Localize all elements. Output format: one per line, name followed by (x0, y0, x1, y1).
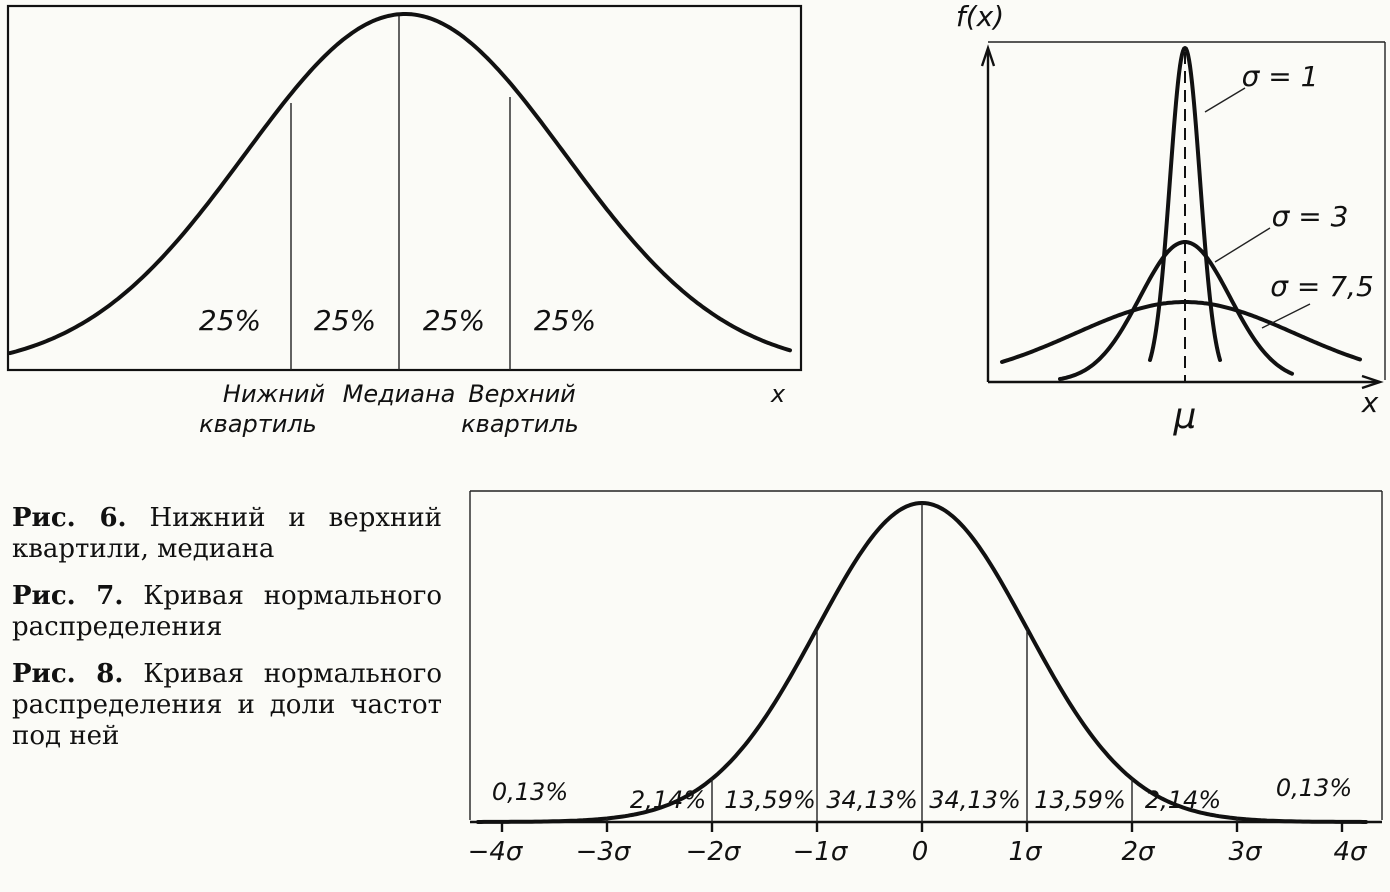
figure-captions: Рис. 6. Нижний и верхний квартили, медиа… (12, 503, 442, 768)
fig8-sigma-shares: 0,13% 2,14% 13,59% 34,13% 34,13% 13,59% … (468, 490, 1383, 867)
fig6-upper-quartile-label-1: Верхний (468, 380, 576, 408)
fig7-sigma-1-label: σ = 1 (1242, 60, 1319, 93)
fig8-tick-label-m4: −4σ (468, 837, 524, 867)
fig8-tick-label-m3: −3σ (576, 837, 632, 867)
fig8-tick-label-p4: 4σ (1333, 837, 1368, 867)
fig8-tick-label-p3: 3σ (1228, 837, 1263, 867)
fig7-x-label: x (1361, 386, 1379, 419)
fig8-sigma-dividers (606, 503, 1238, 822)
fig6-normal-curve (8, 12, 792, 356)
fig8-tick-label-m2: −2σ (686, 837, 742, 867)
fig7-y-label: f(x) (956, 0, 1004, 33)
fig6-frame (6, 4, 803, 372)
caption-fig7-number: Рис. 7. (12, 581, 124, 611)
caption-fig6-number: Рис. 6. (12, 503, 127, 533)
fig6-median-label: Медиана (343, 380, 456, 408)
fig7-leader-sigma-1 (1204, 87, 1246, 113)
fig8-tick-marks (500, 822, 1344, 832)
caption-fig7-text: Кривая нормального распределения (12, 581, 443, 642)
fig7-leader-sigma-7-5 (1261, 303, 1311, 329)
fig8-tick-label-p1: 1σ (1008, 837, 1043, 867)
fig6-x-label: x (770, 380, 786, 408)
caption-fig6-text: Нижний и верхний квартили, медиана (12, 503, 442, 564)
fig6-percent-1: 25% (199, 304, 261, 337)
fig8-share-3: 13,59% (724, 786, 816, 814)
fig7-sigma-curves: f(x) x μ σ = 1 σ = 3 σ = 7,5 (956, 0, 1386, 437)
fig6-quartiles: 25% 25% 25% 25% x Нижний квартиль Медиан… (6, 4, 803, 438)
fig6-lower-quartile-label-1: Нижний (223, 380, 325, 408)
fig8-share-2: 2,14% (630, 786, 706, 814)
fig6-percent-2: 25% (314, 304, 376, 337)
fig7-x-arrow (1361, 374, 1384, 390)
caption-fig6: Рис. 6. Нижний и верхний квартили, медиа… (12, 503, 442, 565)
caption-fig8-number: Рис. 8. (12, 659, 124, 689)
fig6-percent-3: 25% (423, 304, 485, 337)
fig7-sigma-7-5-label: σ = 7,5 (1270, 270, 1374, 303)
fig8-share-7: 2,14% (1145, 786, 1221, 814)
fig8-share-4: 34,13% (826, 786, 918, 814)
fig8-tick-label-p2: 2σ (1121, 837, 1156, 867)
fig6-percent-4: 25% (534, 304, 596, 337)
fig7-curve-sigma-3 (1058, 240, 1294, 381)
fig8-tick-label-0: 0 (912, 837, 929, 867)
fig7-curve-sigma-7-5 (1000, 300, 1362, 364)
fig7-leader-sigma-3 (1214, 227, 1271, 263)
fig8-tick-label-m1: −1σ (793, 837, 849, 867)
fig7-mu-label: μ (1173, 396, 1197, 437)
caption-fig7: Рис. 7. Кривая нормального распределения (12, 581, 442, 643)
caption-fig8-text: Кривая нормального распределения и доли … (12, 659, 443, 751)
fig7-curve-sigma-1 (1148, 46, 1222, 362)
fig8-share-5: 34,13% (929, 786, 1021, 814)
fig7-sigma-3-label: σ = 3 (1272, 200, 1349, 233)
caption-fig8: Рис. 8. Кривая нормального распределения… (12, 659, 442, 752)
fig8-share-8: 0,13% (1276, 774, 1352, 802)
fig7-y-arrow (980, 44, 996, 67)
fig6-lower-quartile-label-2: квартиль (199, 410, 317, 438)
fig8-share-1: 0,13% (492, 778, 568, 806)
fig6-upper-quartile-label-2: квартиль (461, 410, 579, 438)
fig8-share-6: 13,59% (1034, 786, 1126, 814)
